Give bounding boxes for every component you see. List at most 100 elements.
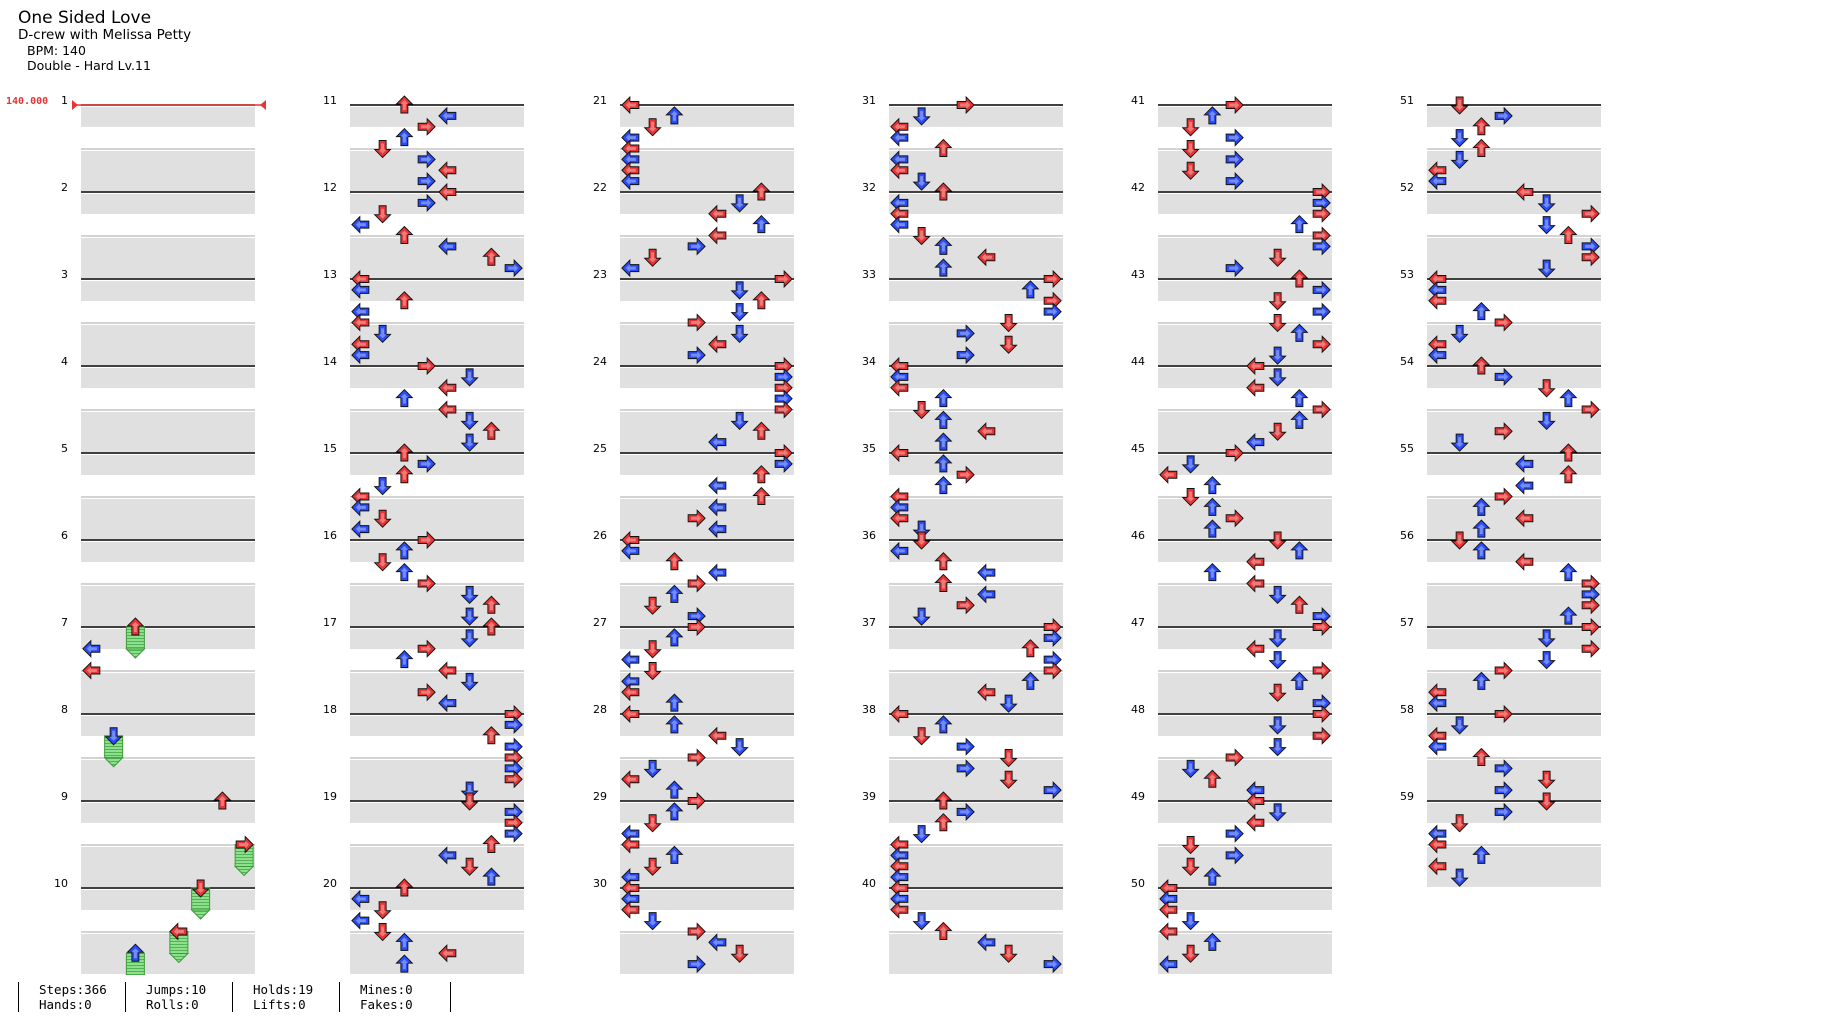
up-arrow-icon — [752, 465, 771, 484]
left-arrow-icon — [708, 933, 727, 952]
beat-band — [1427, 586, 1601, 606]
right-arrow-icon — [1494, 422, 1513, 441]
right-arrow-icon — [1581, 400, 1600, 419]
down-arrow-icon — [1181, 857, 1200, 876]
right-arrow-icon — [1225, 259, 1244, 278]
right-arrow-icon — [417, 639, 436, 658]
right-arrow-icon — [1494, 802, 1513, 821]
up-arrow-icon — [213, 791, 232, 810]
beat-band — [1158, 780, 1332, 800]
up-arrow-icon — [126, 617, 145, 636]
up-arrow-icon — [1290, 410, 1309, 429]
beat-band — [350, 673, 524, 693]
beat-band — [1427, 629, 1601, 649]
beat-band — [1427, 151, 1601, 171]
right-arrow-icon — [774, 454, 793, 473]
up-arrow-icon — [482, 617, 501, 636]
beat-band — [81, 171, 255, 191]
down-arrow-icon — [1268, 292, 1287, 311]
right-arrow-icon — [504, 715, 523, 734]
up-arrow-icon — [934, 138, 953, 157]
left-arrow-icon — [438, 378, 457, 397]
hold-tail — [190, 909, 211, 920]
beat-band — [620, 780, 794, 800]
down-arrow-icon — [460, 672, 479, 692]
down-arrow-icon — [1450, 324, 1469, 344]
beat-band — [1427, 780, 1601, 800]
beat-band — [1158, 455, 1332, 475]
right-arrow-icon — [687, 346, 706, 365]
right-arrow-icon — [1225, 748, 1244, 767]
up-arrow-icon — [395, 127, 414, 147]
down-arrow-icon — [1268, 346, 1287, 365]
beat-band — [350, 107, 524, 127]
beat-band — [620, 345, 794, 365]
beat-band — [1158, 281, 1332, 301]
beat-band — [81, 151, 255, 171]
down-arrow-icon — [1450, 868, 1469, 887]
right-arrow-icon — [417, 117, 436, 136]
down-arrow-icon — [912, 227, 931, 246]
left-arrow-icon — [890, 443, 909, 463]
up-arrow-icon — [665, 584, 684, 603]
down-arrow-icon — [1450, 129, 1469, 148]
right-arrow-icon — [504, 770, 523, 789]
left-arrow-icon — [1246, 356, 1265, 376]
down-arrow-icon — [1537, 259, 1556, 278]
right-arrow-icon — [956, 465, 975, 484]
beat-band — [620, 238, 794, 258]
down-arrow-icon — [104, 727, 123, 746]
beat-band — [889, 760, 1063, 780]
right-arrow-icon — [1225, 150, 1244, 169]
beat-band — [81, 542, 255, 562]
left-arrow-icon — [621, 95, 640, 115]
bpm-text: BPM: 140 — [27, 42, 86, 58]
up-arrow-icon — [482, 247, 501, 266]
down-arrow-icon — [191, 879, 210, 898]
left-arrow-icon — [1515, 552, 1534, 571]
measure-number: 17 — [323, 616, 337, 629]
left-arrow-icon — [438, 161, 457, 180]
beat-band — [889, 847, 1063, 867]
right-arrow-icon — [687, 617, 706, 637]
left-arrow-icon — [1428, 835, 1447, 854]
beat-band — [350, 629, 524, 649]
left-arrow-icon — [708, 726, 727, 745]
stat-holds: Holds:19 — [253, 982, 314, 997]
measure-number: 51 — [1400, 94, 1414, 107]
up-arrow-icon — [934, 715, 953, 734]
left-arrow-icon — [438, 694, 457, 713]
left-arrow-icon — [621, 650, 640, 669]
beat-band — [1427, 281, 1601, 301]
right-arrow-icon — [1043, 302, 1062, 321]
right-arrow-icon — [774, 400, 793, 419]
measure-number: 52 — [1400, 181, 1414, 194]
left-arrow-icon — [1428, 346, 1447, 365]
up-arrow-icon — [395, 649, 414, 669]
up-arrow-icon — [395, 291, 414, 310]
right-arrow-icon — [1494, 704, 1513, 724]
up-arrow-icon — [1290, 595, 1309, 614]
hold-tail — [103, 757, 124, 768]
measure-number: 46 — [1131, 529, 1145, 542]
left-arrow-icon — [1515, 509, 1534, 528]
right-arrow-icon — [504, 824, 523, 843]
right-arrow-icon — [1043, 628, 1062, 647]
right-arrow-icon — [956, 737, 975, 756]
right-arrow-icon — [1312, 237, 1331, 256]
left-arrow-icon — [1515, 182, 1534, 202]
down-arrow-icon — [999, 314, 1018, 333]
down-arrow-icon — [643, 596, 662, 615]
beat-band — [889, 542, 1063, 562]
right-arrow-icon — [1225, 846, 1244, 865]
right-arrow-icon — [687, 509, 706, 528]
stat-lifts: Lifts:0 — [253, 997, 306, 1012]
beat-band — [889, 519, 1063, 539]
beat-band — [620, 171, 794, 191]
down-arrow-icon — [373, 901, 392, 920]
down-arrow-icon — [373, 324, 392, 344]
stats-bar: Steps:366 Hands:0 Jumps:10 Rolls:0 Holds… — [18, 982, 451, 1012]
beat-band — [1158, 954, 1332, 974]
beat-band — [889, 171, 1063, 191]
beat-band — [1158, 345, 1332, 365]
